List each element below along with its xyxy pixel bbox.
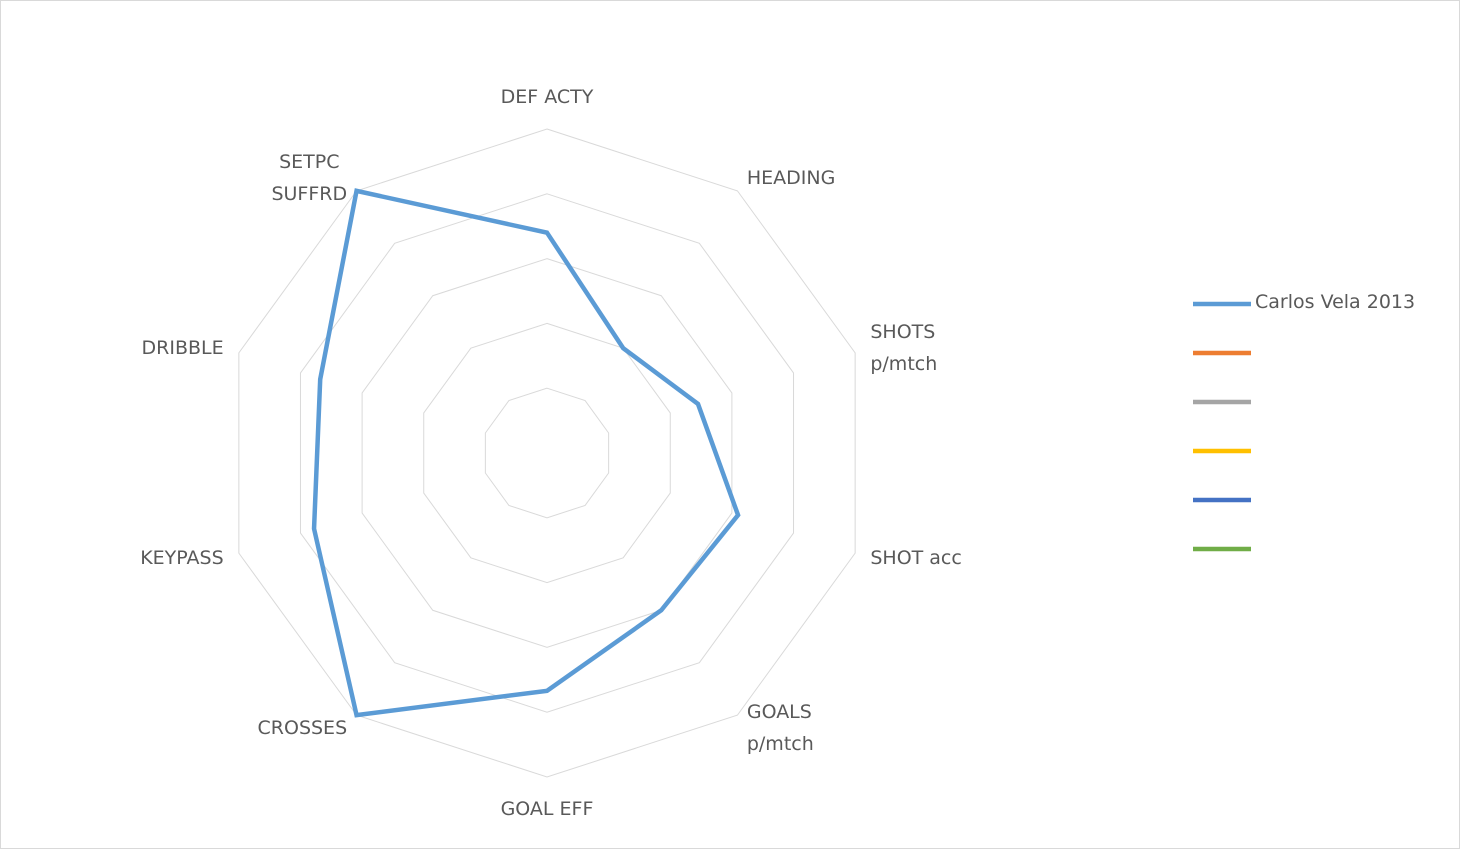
axis-label: DRIBBLE <box>141 336 224 359</box>
axis-label: GOALS p/mtch <box>746 701 814 756</box>
grid-ring <box>484 387 610 519</box>
axis-label: KEYPASS <box>140 547 224 570</box>
grid-ring <box>299 193 795 713</box>
axis-label: HEADING <box>746 166 836 189</box>
series-line <box>311 188 741 718</box>
axis-label: SHOTS p/mtch <box>870 320 938 375</box>
grid-ring <box>423 322 671 584</box>
axis-label: SHOT acc <box>870 547 962 570</box>
axis-label: SETPC SUFFRD <box>271 150 348 205</box>
grid-ring <box>238 128 856 778</box>
legend-label: Carlos Vela 2013 <box>1255 291 1416 313</box>
axis-label: GOAL EFF <box>500 798 594 820</box>
grid-ring <box>361 258 733 648</box>
axis-label: DEF ACTY <box>500 86 594 108</box>
axis-label: CROSSES <box>257 717 348 740</box>
